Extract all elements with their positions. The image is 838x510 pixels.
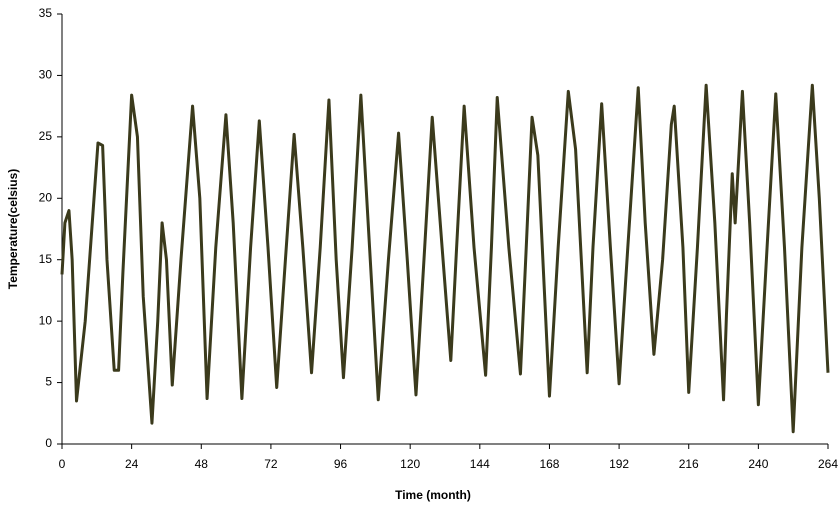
x-tick-label: 216 — [679, 457, 699, 471]
y-tick-label: 5 — [45, 375, 52, 389]
x-tick-label: 72 — [264, 457, 278, 471]
y-tick-label: 15 — [39, 252, 53, 266]
x-axis-title: Time (month) — [395, 488, 471, 502]
x-tick-label: 168 — [539, 457, 559, 471]
x-tick-label: 240 — [748, 457, 768, 471]
y-tick-label: 30 — [39, 68, 53, 82]
y-axis-title: Temperature(celsius) — [6, 169, 20, 290]
y-tick-label: 20 — [39, 190, 53, 204]
y-tick-label: 35 — [39, 6, 53, 20]
y-tick-label: 0 — [45, 436, 52, 450]
y-tick-label: 25 — [39, 129, 53, 143]
x-tick-label: 0 — [59, 457, 66, 471]
x-tick-label: 192 — [609, 457, 629, 471]
x-tick-label: 144 — [470, 457, 490, 471]
x-tick-label: 48 — [195, 457, 209, 471]
data-line — [60, 83, 830, 434]
x-tick-label: 264 — [818, 457, 838, 471]
x-tick-label: 96 — [334, 457, 348, 471]
x-tick-label: 120 — [400, 457, 420, 471]
x-tick-label: 24 — [125, 457, 139, 471]
y-tick-label: 10 — [39, 313, 53, 327]
